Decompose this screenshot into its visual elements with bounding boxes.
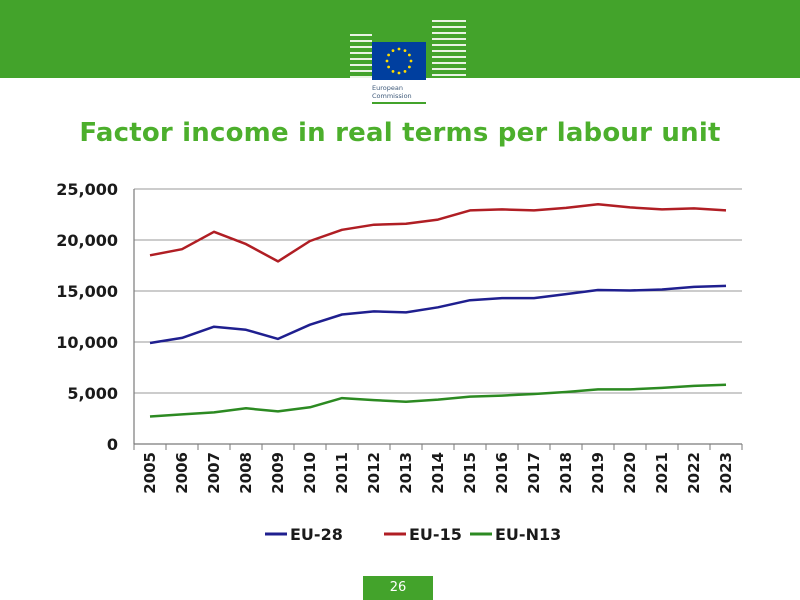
x-tick-label: 2010 — [301, 452, 319, 494]
legend-label: EU-N13 — [495, 525, 561, 544]
x-tick-label: 2020 — [621, 452, 639, 494]
y-tick-label: 15,000 — [56, 282, 118, 301]
x-tick-label: 2022 — [685, 452, 703, 494]
series-line-eu-28 — [149, 284, 727, 345]
x-tick-label: 2019 — [589, 452, 607, 494]
x-tick-label: 2009 — [269, 452, 287, 494]
eu-star — [391, 69, 395, 73]
eu-star — [397, 47, 401, 51]
y-tick-label: 5,000 — [67, 384, 118, 403]
logo-text-commission: Commission — [372, 92, 412, 100]
eu-star — [403, 49, 407, 53]
eu-star — [407, 65, 411, 69]
x-tick-label: 2014 — [429, 452, 447, 494]
x-tick-label: 2005 — [141, 452, 159, 494]
eu-star — [407, 53, 411, 57]
eu-star — [387, 53, 391, 57]
x-tick-label: 2013 — [397, 452, 415, 494]
eu-star — [387, 65, 391, 69]
eu-star — [391, 49, 395, 53]
series-line-eu-15 — [149, 203, 727, 263]
x-tick-label: 2021 — [653, 452, 671, 494]
european-commission-logo: European Commission — [350, 20, 466, 104]
eu-star — [403, 69, 407, 73]
legend-label: EU-15 — [409, 525, 462, 544]
eu-star — [397, 71, 401, 75]
page-number-badge: 26 — [363, 576, 433, 600]
series-line-eu-n13 — [149, 383, 727, 418]
x-tick-label: 2008 — [237, 452, 255, 494]
x-tick-label: 2018 — [557, 452, 575, 494]
x-tick-label: 2007 — [205, 452, 223, 494]
legend-label: EU-28 — [290, 525, 343, 544]
eu-star — [385, 59, 389, 63]
y-tick-label: 0 — [107, 435, 118, 454]
x-tick-label: 2015 — [461, 452, 479, 494]
y-tick-label: 20,000 — [56, 231, 118, 250]
x-tick-label: 2012 — [365, 452, 383, 494]
x-tick-label: 2006 — [173, 452, 191, 494]
x-tick-label: 2023 — [717, 452, 735, 494]
logo-text-european: European — [372, 84, 403, 92]
eu-star — [409, 59, 413, 63]
slide-title: Factor income in real terms per labour u… — [79, 118, 721, 148]
x-tick-label: 2016 — [493, 452, 511, 494]
x-tick-label: 2011 — [333, 452, 351, 494]
y-tick-label: 25,000 — [56, 180, 118, 199]
y-tick-label: 10,000 — [56, 333, 118, 352]
x-tick-label: 2017 — [525, 452, 543, 494]
